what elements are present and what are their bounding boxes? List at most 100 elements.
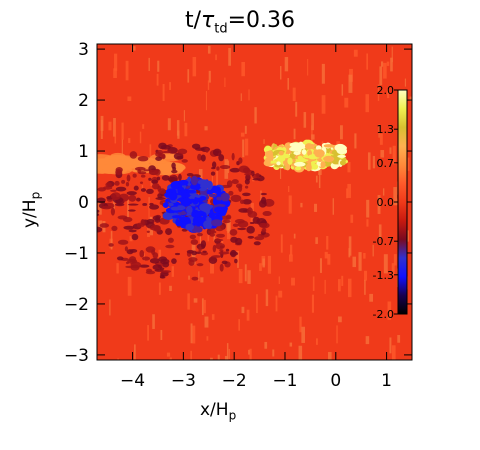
field-streak: [169, 357, 172, 360]
field-dark-patch: [230, 249, 237, 258]
field-streak: [319, 258, 322, 273]
field-streak: [244, 125, 247, 134]
field-streak: [344, 97, 349, 108]
field-dark-patch: [132, 173, 137, 178]
field-streak: [389, 337, 392, 354]
field-streak: [278, 276, 280, 285]
field-streak: [207, 45, 211, 54]
field-streak: [249, 348, 252, 360]
field-dark-patch: [110, 189, 117, 192]
field-streak: [192, 56, 197, 77]
field-streak: [288, 186, 290, 193]
field-dark-patch: [210, 171, 216, 176]
field-dark-patch: [127, 203, 139, 206]
field-dark-patch: [149, 258, 160, 264]
field-streak: [321, 95, 326, 114]
field-streak: [292, 87, 296, 102]
field-streak: [157, 60, 160, 72]
field-dark-patch: [239, 199, 245, 204]
field-streak: [311, 294, 315, 313]
field-dark-patch: [165, 228, 173, 236]
field-dark-patch: [160, 258, 170, 265]
field-streak: [397, 335, 401, 343]
field-streak: [224, 77, 226, 88]
field-streak: [97, 159, 115, 165]
field-streak: [192, 325, 196, 344]
field-dark-patch: [202, 250, 207, 253]
field-dark-patch: [127, 209, 136, 212]
field-streak: [369, 293, 374, 302]
field-dark-patch: [211, 255, 222, 258]
field-streak: [278, 290, 283, 298]
field-streak: [100, 119, 103, 140]
field-streak: [113, 118, 116, 137]
field-streak: [224, 159, 229, 179]
field-streak: [262, 258, 265, 268]
field-streak: [341, 275, 344, 286]
colorbar-tick-label: 0.7: [377, 157, 395, 170]
positive-blob-cell: [293, 151, 301, 156]
negative-blob-cell: [212, 186, 222, 194]
field-dark-patch: [116, 256, 124, 261]
field-streak: [354, 133, 357, 149]
field-dark-patch: [156, 176, 161, 181]
field-streak: [365, 336, 370, 345]
field-streak: [407, 157, 410, 171]
field-dark-patch: [238, 208, 250, 213]
field-streak: [167, 118, 171, 131]
field-dark-patch: [244, 185, 249, 189]
field-streak: [245, 138, 249, 156]
field-streak: [311, 125, 313, 141]
positive-blob-cell: [277, 155, 286, 162]
field-dark-patch: [260, 192, 267, 196]
field-streak: [348, 236, 352, 256]
field-streak: [383, 254, 388, 274]
negative-blob-cell: [171, 215, 182, 219]
positive-blob-cell: [301, 149, 307, 155]
field-streak: [121, 122, 124, 140]
field-streak: [363, 252, 366, 259]
field-dark-patch: [226, 180, 233, 188]
field-streak: [157, 162, 186, 173]
field-streak: [353, 49, 358, 57]
field-streak: [358, 252, 362, 271]
field-streak: [204, 316, 209, 328]
positive-blob-cell: [311, 163, 319, 170]
negative-blob-cell: [211, 219, 223, 227]
positive-blob-cell: [285, 164, 291, 171]
x-tick-label: 1: [381, 371, 392, 391]
field-streak: [166, 352, 171, 357]
field-streak: [117, 358, 119, 360]
field-streak: [366, 199, 370, 218]
field-streak: [98, 202, 102, 215]
field-dark-patch: [259, 222, 267, 227]
field-streak: [242, 139, 245, 158]
field-dark-patch: [140, 219, 145, 227]
field-streak: [372, 244, 374, 257]
field-streak: [378, 224, 382, 239]
field-dark-patch: [136, 222, 142, 228]
field-dark-patch: [131, 233, 139, 241]
field-dark-patch: [253, 241, 261, 246]
field-streak: [162, 83, 165, 101]
field-streak: [256, 294, 258, 314]
field-streak: [407, 230, 410, 242]
x-tick-label: −1: [272, 371, 297, 391]
positive-blob-cell: [297, 144, 302, 153]
field-streak: [169, 82, 172, 90]
x-tick-label: −2: [222, 371, 247, 391]
field-dark-patch: [177, 148, 188, 155]
field-dark-patch: [145, 270, 156, 275]
field-streak: [227, 219, 231, 233]
x-tick-label: −4: [120, 371, 145, 391]
field-streak: [125, 60, 129, 81]
negative-blob-cell: [181, 197, 191, 207]
field-streak: [235, 250, 239, 263]
field-streak: [248, 89, 250, 101]
field-dark-patch: [137, 168, 141, 174]
field-dark-patch: [191, 250, 198, 256]
field-dark-patch: [152, 252, 159, 259]
field-dark-patch: [244, 172, 254, 176]
field-streak: [288, 195, 292, 214]
negative-blob-cell: [213, 206, 226, 214]
